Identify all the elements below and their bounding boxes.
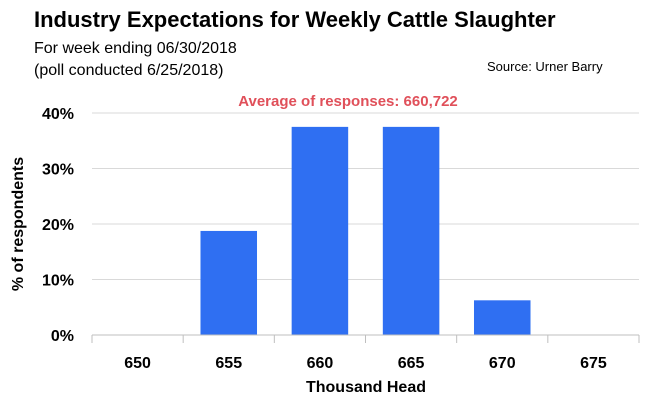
y-tick-label: 40% bbox=[42, 106, 74, 123]
bar bbox=[200, 230, 258, 335]
chart-subtitle-line-1: For week ending 06/30/2018 bbox=[34, 40, 237, 57]
x-tick-label: 670 bbox=[489, 355, 516, 372]
chart-source: Source: Urner Barry bbox=[487, 59, 603, 74]
y-axis-title: % of respondents bbox=[10, 157, 27, 291]
x-tick-label: 665 bbox=[398, 355, 425, 372]
y-tick-label: 30% bbox=[42, 162, 74, 179]
chart-subtitle-line-2: (poll conducted 6/25/2018) bbox=[34, 62, 224, 79]
y-tick-label: 0% bbox=[51, 328, 74, 345]
tick-labels: 0% 10% 20% 30% 40% 650 655 660 665 670 675 bbox=[42, 106, 607, 372]
bars bbox=[200, 126, 531, 335]
x-tick-label: 660 bbox=[307, 355, 334, 372]
x-tick-label: 675 bbox=[580, 355, 607, 372]
y-tick-label: 10% bbox=[42, 273, 74, 290]
bar bbox=[291, 126, 349, 335]
bar bbox=[382, 126, 440, 335]
bar bbox=[473, 300, 531, 335]
x-tick-label: 650 bbox=[124, 355, 151, 372]
x-axis-title: Thousand Head bbox=[306, 379, 426, 396]
chart-title: Industry Expectations for Weekly Cattle … bbox=[34, 7, 556, 32]
axes bbox=[91, 334, 640, 343]
x-tick-label: 655 bbox=[215, 355, 242, 372]
y-tick-label: 20% bbox=[42, 217, 74, 234]
gridlines bbox=[92, 112, 639, 280]
average-annotation: Average of responses: 660,722 bbox=[238, 93, 458, 110]
